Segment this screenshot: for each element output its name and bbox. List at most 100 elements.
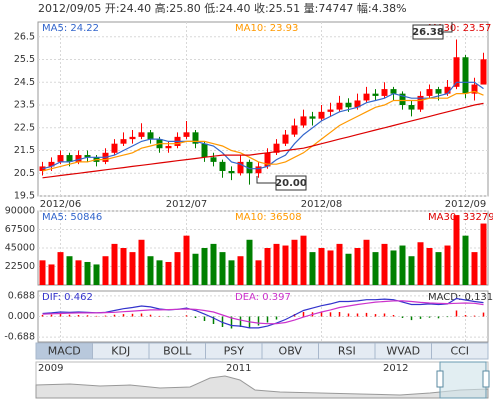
candle-body xyxy=(39,166,46,171)
y-tick-label: 21.5 xyxy=(14,145,35,156)
navigator-handle[interactable] xyxy=(436,370,444,388)
candle-body xyxy=(300,116,307,126)
volume-bar xyxy=(273,243,280,285)
volume-bar xyxy=(111,243,118,285)
tab-label[interactable]: PSY xyxy=(224,345,245,358)
candle-body xyxy=(84,155,91,158)
y-tick-label: 24.5 xyxy=(14,77,35,88)
y-tick-label: 25.5 xyxy=(14,54,35,65)
indicator-line xyxy=(42,81,484,170)
legend-label: MA30: 33279 xyxy=(428,212,493,223)
candle-body xyxy=(408,105,415,110)
volume-bar xyxy=(381,243,388,285)
volume-bar xyxy=(363,239,370,285)
volume-bar xyxy=(138,239,145,285)
volume-bar xyxy=(183,235,190,285)
candle-body xyxy=(363,93,370,101)
volume-bar xyxy=(471,252,478,285)
volume-bar xyxy=(147,256,154,285)
candle-body xyxy=(183,132,190,137)
volume-bar xyxy=(291,239,298,285)
candle-body xyxy=(210,157,217,162)
volume-bar xyxy=(264,248,271,285)
candle-body xyxy=(327,109,334,112)
volume-bar xyxy=(39,260,46,285)
volume-bar xyxy=(408,256,415,285)
volume-bar xyxy=(66,256,73,285)
candle-body xyxy=(48,161,55,167)
candle-body xyxy=(219,161,226,171)
volume-bar xyxy=(237,256,244,285)
legend-label: DEA: 0.397 xyxy=(235,292,291,303)
navigator-selection[interactable] xyxy=(439,361,487,399)
candle-body xyxy=(345,102,352,108)
volume-bar xyxy=(399,245,406,285)
candle-body xyxy=(336,102,343,110)
tab-label[interactable]: OBV xyxy=(279,345,303,358)
tab[interactable] xyxy=(431,342,489,360)
legend-label: MACD: 0.131 xyxy=(428,292,493,303)
volume-bar xyxy=(102,256,109,285)
annotation-leader xyxy=(443,22,453,33)
y-tick-label: -0.688 xyxy=(4,332,35,343)
candle-body xyxy=(120,139,127,144)
y-tick-label: 0.000 xyxy=(8,311,35,322)
candle-body xyxy=(453,57,460,87)
legend-label: MA10: 36508 xyxy=(235,212,302,223)
candle-body xyxy=(480,59,487,85)
y-tick-label: 20.5 xyxy=(14,168,35,179)
legend-label: MA10: 23.93 xyxy=(235,23,298,34)
candle-body xyxy=(372,93,379,96)
y-tick-label: 45000 xyxy=(5,243,35,254)
candle-body xyxy=(435,89,442,94)
candle-body xyxy=(444,86,451,94)
indicator-line xyxy=(42,102,484,179)
tab-label[interactable]: KDJ xyxy=(111,345,130,358)
y-tick-label: 22.5 xyxy=(14,122,35,133)
navigator-handle[interactable] xyxy=(482,370,490,388)
volume-bar xyxy=(426,248,433,285)
candle-body xyxy=(237,161,244,174)
volume-bar xyxy=(444,245,451,285)
tab-label[interactable]: WVAD xyxy=(386,345,420,358)
candle-body xyxy=(228,170,235,174)
y-tick-label: 22500 xyxy=(5,261,35,272)
volume-bar xyxy=(48,264,55,285)
candle-body xyxy=(390,89,397,94)
y-tick-label: 0.688 xyxy=(8,290,35,301)
volume-bar xyxy=(165,261,172,285)
candle-body xyxy=(246,161,253,174)
tab-label[interactable]: RSI xyxy=(338,345,356,358)
volume-bar xyxy=(246,239,253,285)
volume-bar xyxy=(120,248,127,285)
candle-body xyxy=(57,155,64,162)
candle-body xyxy=(471,84,478,94)
volume-bar xyxy=(417,242,424,285)
navigator-label: 2009 xyxy=(38,363,63,374)
indicator-line xyxy=(42,300,484,325)
volume-bar xyxy=(219,252,226,285)
volume-bar xyxy=(129,252,136,285)
tab-label[interactable]: CCI xyxy=(450,345,469,358)
x-tick-label: 2012/08 xyxy=(301,199,343,210)
volume-bar xyxy=(327,250,334,285)
candle-body xyxy=(129,136,136,140)
legend-label: MA5: 50846 xyxy=(42,212,102,223)
volume-bar xyxy=(201,248,208,285)
candle-body xyxy=(417,95,424,110)
tab-label[interactable]: BOLL xyxy=(163,345,192,358)
candle-body xyxy=(273,143,280,153)
volume-bar xyxy=(318,248,325,285)
candle-body xyxy=(75,155,82,162)
tab-label[interactable]: MACD xyxy=(48,345,81,358)
volume-bar xyxy=(192,253,199,285)
volume-bar xyxy=(75,260,82,285)
candle-body xyxy=(462,57,469,94)
candle-body xyxy=(309,116,316,119)
candle-body xyxy=(201,143,208,158)
annotation-leader xyxy=(256,176,276,184)
volume-bar xyxy=(210,243,217,285)
volume-bar xyxy=(372,252,379,285)
volume-bar xyxy=(462,235,469,285)
y-tick-label: 90000 xyxy=(5,206,35,217)
